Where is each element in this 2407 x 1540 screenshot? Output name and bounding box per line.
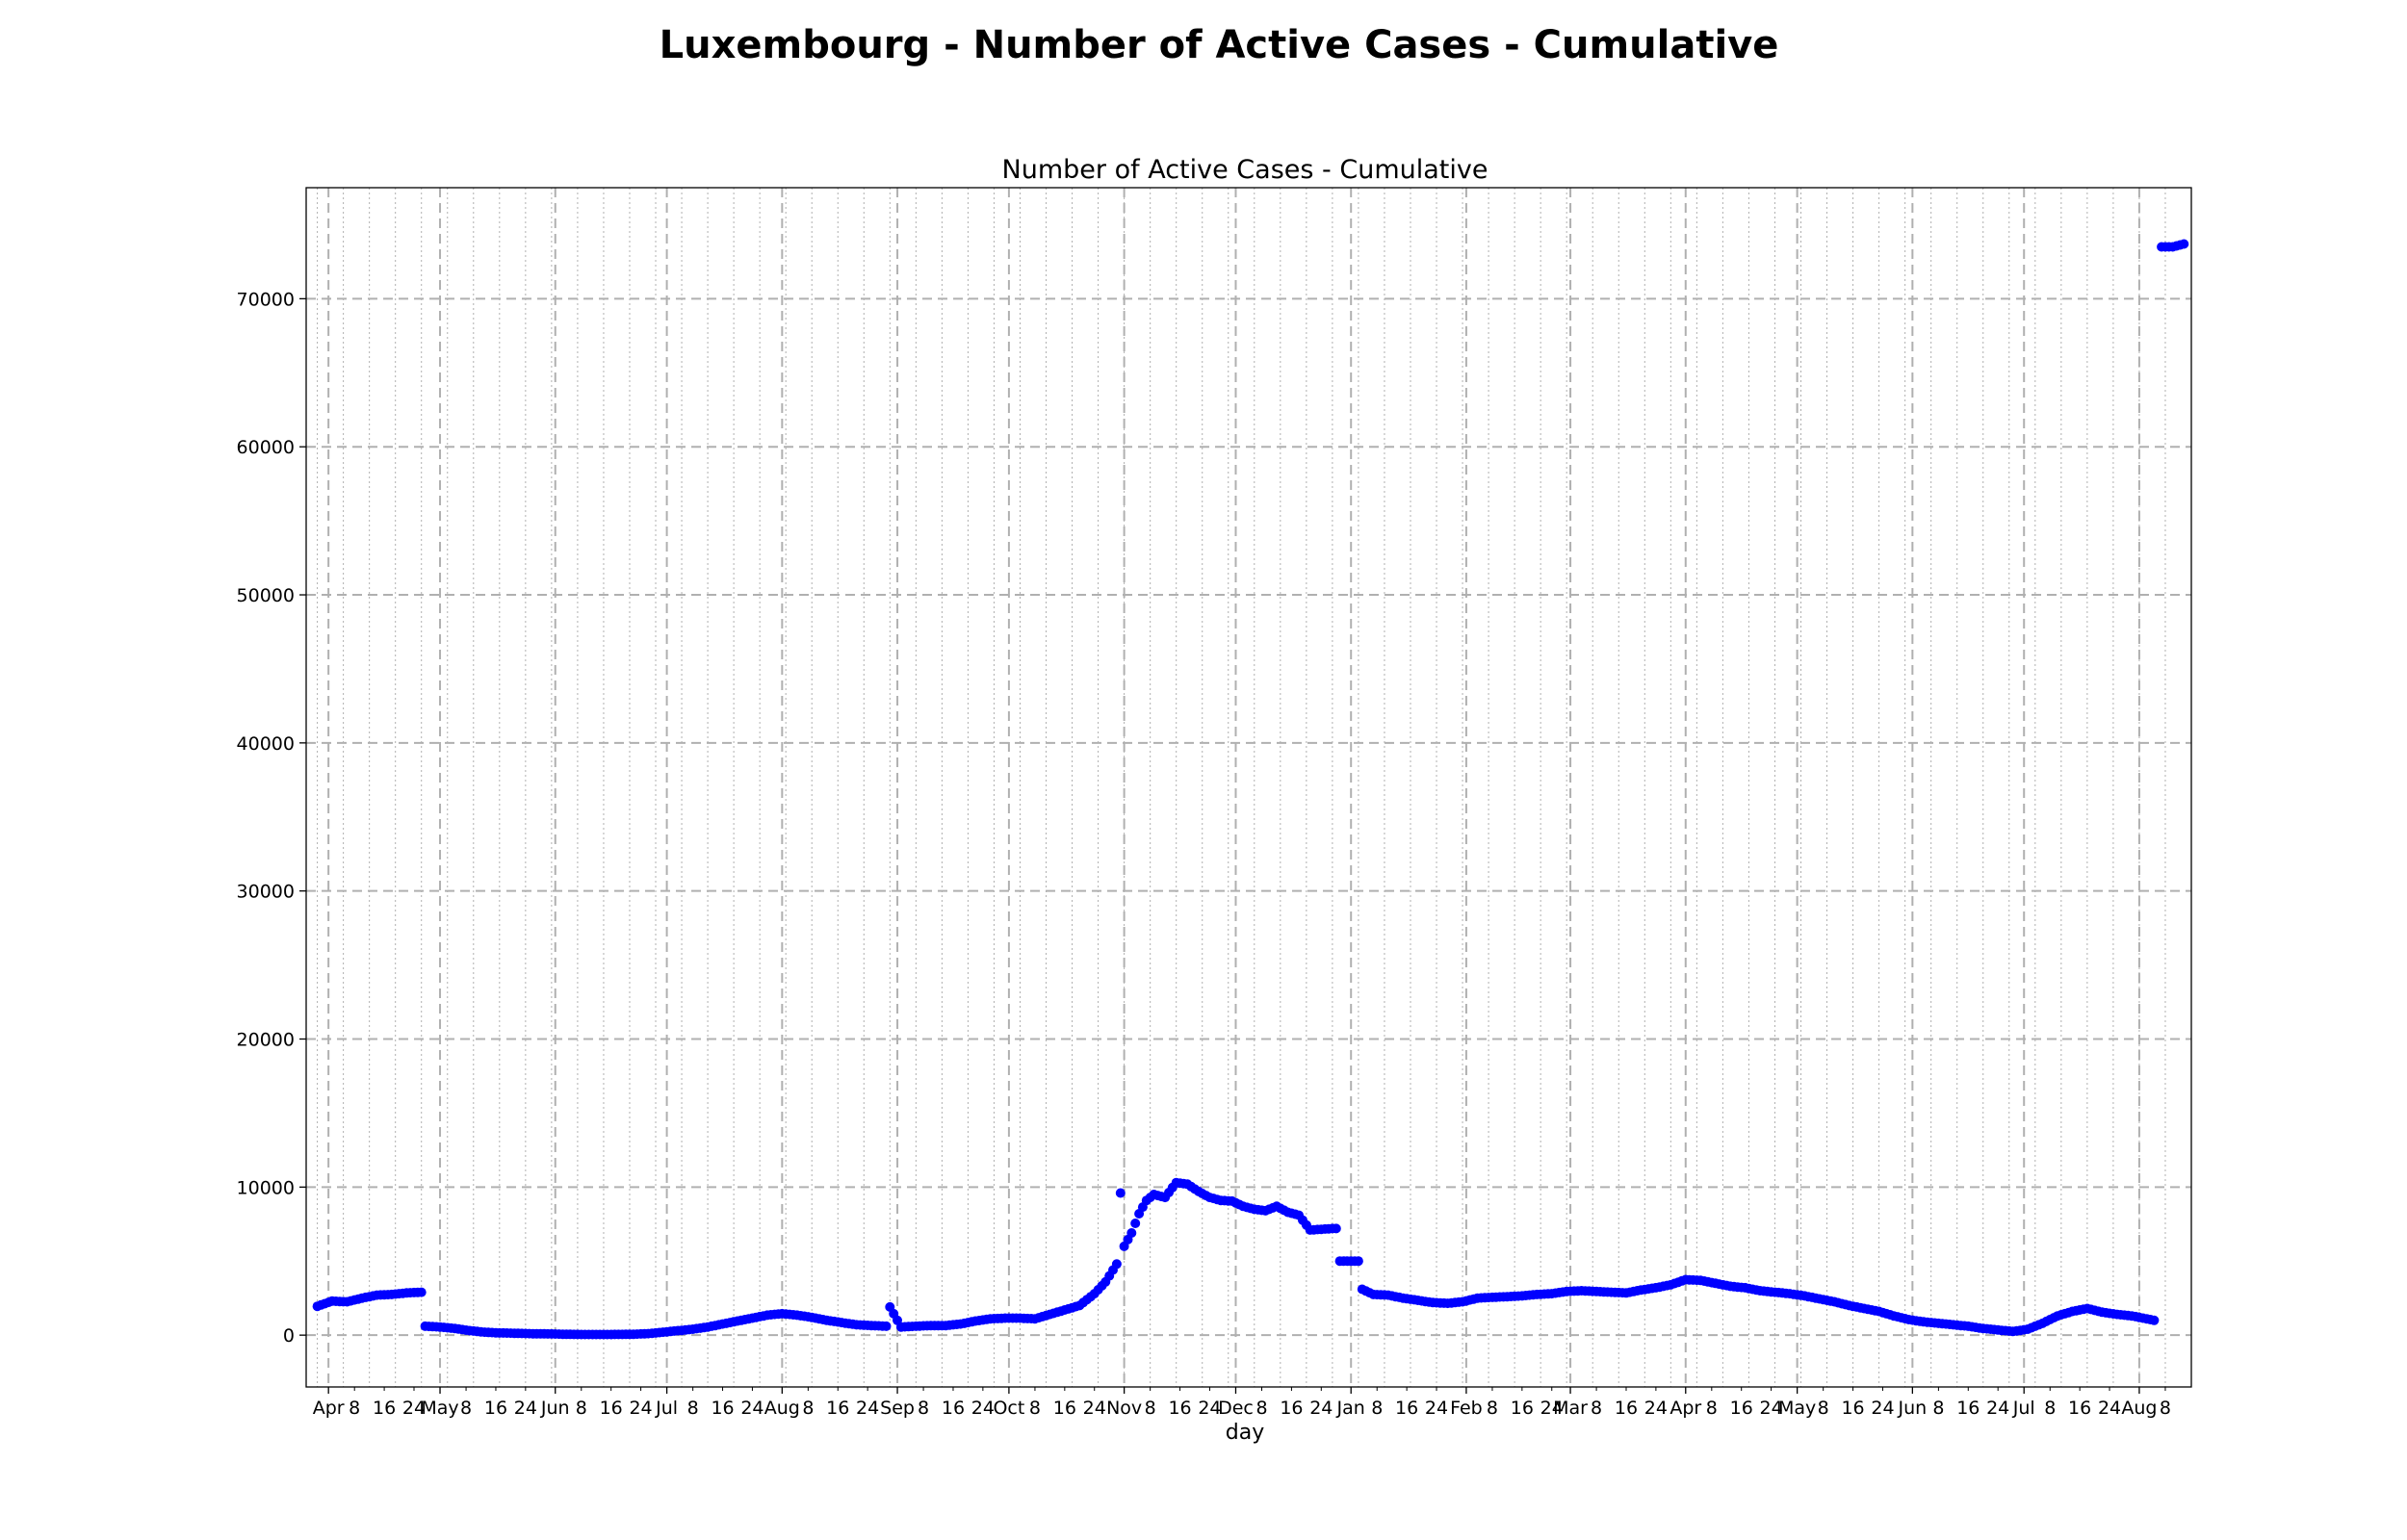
x-day-label: 24 [1644,1398,1668,1419]
x-day-label: 24 [1309,1398,1333,1419]
x-month-label: Feb [1450,1398,1483,1419]
x-day-label: 16 [373,1398,396,1419]
y-tick-label: 30000 [237,882,295,903]
data-point [2149,1315,2160,1325]
x-day-label: 8 [460,1398,472,1419]
x-month-label: Apr [313,1398,345,1419]
x-day-label: 8 [576,1398,587,1419]
x-month-label: Jun [1898,1398,1928,1419]
x-day-label: 16 [711,1398,734,1419]
x-day-label: 24 [740,1398,764,1419]
x-day-label: 8 [1706,1398,1718,1419]
x-day-label: 24 [1425,1398,1448,1419]
y-tick-label: 0 [283,1325,295,1347]
x-day-label: 24 [1540,1398,1564,1419]
x-day-label: 24 [1083,1398,1106,1419]
x-day-label: 8 [802,1398,814,1419]
y-tick-label: 70000 [237,289,295,310]
x-day-label: 16 [826,1398,849,1419]
x-month-label: Aug [2121,1398,2157,1419]
x-day-label: 8 [1591,1398,1602,1419]
x-day-label: 16 [1053,1398,1076,1419]
x-day-label: 8 [1487,1398,1498,1419]
x-day-label: 8 [2044,1398,2056,1419]
x-day-label: 24 [856,1398,879,1419]
y-tick-label: 10000 [237,1177,295,1198]
x-day-label: 24 [1760,1398,1783,1419]
data-point [1115,1188,1126,1198]
x-day-label: 16 [1280,1398,1303,1419]
x-day-label: 24 [2098,1398,2121,1419]
x-day-label: 24 [1871,1398,1894,1419]
x-axis-label: day [1226,1421,1264,1445]
x-day-label: 16 [1841,1398,1864,1419]
x-day-label: 16 [1956,1398,1980,1419]
x-day-label: 16 [1511,1398,1534,1419]
x-day-label: 16 [1730,1398,1753,1419]
plot-area-frame [305,187,2192,1388]
x-day-label: 16 [600,1398,623,1419]
data-point [1126,1228,1137,1238]
x-day-label: 16 [942,1398,965,1419]
x-day-label: 8 [918,1398,929,1419]
x-day-label: 16 [484,1398,507,1419]
x-month-label: Oct [993,1398,1024,1419]
data-point [1353,1256,1363,1267]
data-point [1331,1223,1341,1234]
x-month-label: May [421,1398,458,1419]
axes-title: Number of Active Cases - Cumulative [1002,155,1488,185]
x-month-label: Aug [764,1398,800,1419]
data-point [416,1287,427,1297]
x-day-label: 8 [1371,1398,1383,1419]
x-day-label: 24 [971,1398,995,1419]
x-day-label: 8 [687,1398,699,1419]
x-day-label: 8 [349,1398,360,1419]
figure-title: Luxembourg - Number of Active Cases - Cu… [660,23,1779,67]
x-day-label: 8 [1255,1398,1267,1419]
x-month-label: Jul [655,1398,678,1419]
x-day-label: 8 [1818,1398,1829,1419]
x-month-label: Nov [1106,1398,1142,1419]
x-day-label: 16 [1395,1398,1418,1419]
y-tick-label: 20000 [237,1030,295,1051]
x-month-label: Jun [540,1398,570,1419]
x-day-label: 24 [1986,1398,2009,1419]
x-day-label: 8 [1145,1398,1156,1419]
y-tick-label: 40000 [237,733,295,755]
x-day-label: 24 [1198,1398,1221,1419]
x-month-label: Sep [880,1398,915,1419]
x-day-label: 24 [514,1398,537,1419]
data-points [312,239,2189,1340]
x-day-label: 8 [1029,1398,1041,1419]
x-month-label: Jul [2012,1398,2035,1419]
y-tick-label: 50000 [237,585,295,606]
data-point [881,1321,892,1331]
x-month-label: Dec [1218,1398,1254,1419]
x-day-label: 8 [2160,1398,2171,1419]
x-day-label: 16 [1615,1398,1638,1419]
data-point [2179,239,2189,249]
x-day-label: 24 [402,1398,426,1419]
x-month-label: Apr [1669,1398,1701,1419]
x-month-label: Mar [1553,1398,1588,1419]
major-gridlines [306,188,2191,1387]
x-day-label: 8 [1932,1398,1944,1419]
y-tick-label: 60000 [237,437,295,458]
x-day-label: 16 [2068,1398,2091,1419]
x-month-label: Jan [1336,1398,1365,1419]
data-point [1111,1259,1122,1270]
x-day-label: 16 [1168,1398,1191,1419]
x-month-label: May [1778,1398,1816,1419]
x-day-label: 24 [629,1398,652,1419]
data-point [1130,1219,1141,1228]
